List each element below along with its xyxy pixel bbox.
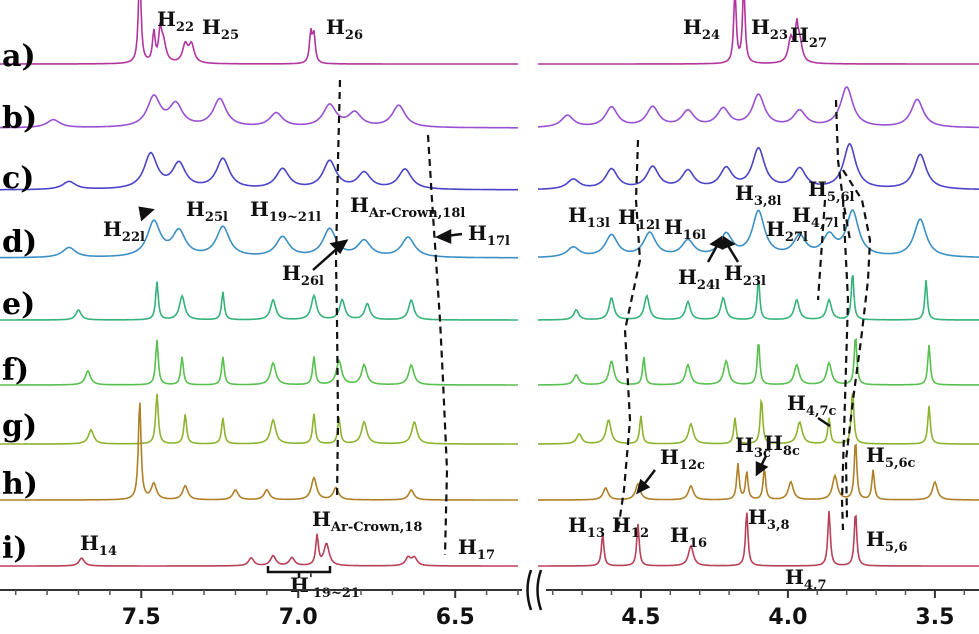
label-h12l: H12l: [618, 205, 660, 233]
spectrum-e-right: [538, 274, 979, 321]
x-axis: 7.5 7.0 6.5 4.5 4.0 3.5: [0, 569, 979, 630]
row-labels: a) b) c) d) e) f) g) h) i): [2, 39, 38, 566]
x-tick-label-left-0: 7.5: [122, 605, 161, 630]
axis-break-gap: [522, 584, 546, 598]
row-label-b: b): [2, 101, 37, 136]
label-h24l: H24l: [678, 265, 720, 293]
label-h23l: H23l: [724, 261, 766, 289]
label-har-crown-18: HAr-Crown,18: [312, 507, 422, 535]
row-label-f: f): [2, 353, 29, 388]
annotations-row-d: H22l H25l H19~21l HAr-Crown,18l H17l H26…: [103, 177, 855, 293]
axis-break-mark-right: [536, 569, 543, 611]
dashed-line-h26: [334, 79, 342, 501]
label-har-crown-18l: HAr-Crown,18l: [350, 193, 465, 221]
label-h47l: H4,7l: [792, 203, 839, 231]
label-h22: H22: [157, 7, 194, 35]
dashed-line-h56-b: [840, 199, 850, 531]
label-h14: H14: [80, 531, 117, 559]
spectrum-a-left: [0, 0, 518, 65]
label-h17l: H17l: [468, 221, 510, 249]
dashed-line-h17: [426, 134, 449, 556]
label-h23: H23: [751, 15, 788, 43]
arrow-h47c: [817, 416, 831, 428]
annotations-row-a: H22 H25 H26 H24 H23 H27: [157, 7, 827, 51]
label-h13l: H13l: [568, 203, 610, 231]
label-h26l: H26l: [282, 261, 324, 289]
arrow-head-h8c: [755, 461, 769, 477]
label-h12: H12: [612, 513, 649, 541]
label-h38: H3,8: [748, 505, 790, 533]
dashed-line-h56-a: [834, 99, 852, 241]
spectrum-e-left: [0, 281, 518, 321]
arrow-head-h17l: [434, 228, 452, 244]
spectrum-f-left: [0, 339, 518, 386]
row-label-i: i): [2, 531, 28, 566]
label-h16l: H16l: [664, 215, 706, 243]
row-label-d: d): [2, 225, 37, 260]
spectrum-d-right: [537, 209, 979, 258]
arrow-head-h12c: [636, 478, 651, 495]
spectrum-i-right: [538, 510, 979, 567]
label-h24: H24: [683, 15, 720, 43]
spectrum-f-right: [538, 338, 979, 386]
label-h12c: H12c: [660, 445, 705, 473]
arrow-head-h22l: [138, 206, 155, 222]
label-h27l: H27l: [766, 217, 808, 245]
spectrum-b-right: [537, 86, 979, 129]
x-tick-label-left-2: 6.5: [436, 605, 475, 630]
spectrum-d-left: [0, 219, 518, 259]
row-label-e: e): [2, 287, 35, 322]
label-h47c: H4,7c: [787, 391, 837, 419]
spectrum-c-right: [538, 143, 979, 190]
x-tick-label-right-2: 3.5: [915, 605, 954, 630]
label-h17: H17: [458, 535, 495, 563]
row-label-a: a): [2, 39, 36, 74]
spectra-layer: [0, 0, 979, 567]
spectrum-h-right: [538, 443, 979, 501]
label-h19-21l: H19~21l: [250, 197, 321, 225]
label-h25: H25: [202, 15, 239, 43]
dashed-line-h56-c: [816, 199, 827, 301]
annotations-row-i: H14 H'19~21 HAr-Crown,18 H17 H13 H12 H16…: [80, 505, 908, 601]
spectrum-g-right: [538, 392, 979, 445]
annotation-arrows: [138, 206, 831, 495]
label-h26: H26: [326, 15, 363, 43]
axis-break-mark-left: [526, 569, 533, 611]
row-label-g: g): [2, 409, 37, 444]
label-h56c: H5,6c: [866, 443, 916, 471]
annotations-row-h: H12c H3c H8c H4,7c H5,6c: [660, 391, 916, 473]
label-h56: H5,6: [866, 527, 908, 555]
x-tick-label-left-1: 7.0: [279, 605, 318, 630]
label-h13: H13: [568, 513, 605, 541]
dashed-line-h47: [842, 169, 872, 521]
label-h25l: H25l: [186, 197, 228, 225]
spectrum-b-left: [0, 94, 518, 129]
label-h16: H16: [670, 523, 707, 551]
label-h8c: H8c: [764, 431, 800, 459]
x-tick-label-right-0: 4.5: [621, 605, 660, 630]
label-h56l: H5,6l: [808, 177, 855, 205]
label-h27: H27: [790, 23, 827, 51]
panel-gap: [518, 0, 538, 590]
label-h22l: H22l: [103, 217, 145, 245]
dashed-line-h12: [616, 139, 642, 531]
arrow-head-h26l: [329, 239, 349, 255]
x-tick-label-right-1: 4.0: [768, 605, 807, 630]
label-h38l: H3,8l: [735, 181, 782, 209]
spectrum-i-left: [0, 533, 518, 567]
arrow-h26l: [312, 245, 341, 271]
arrow-head-h23l: [721, 235, 736, 250]
row-label-h: h): [2, 467, 38, 502]
peak-tracking-dashed-lines: [334, 79, 872, 556]
spectrum-a-right: [538, 0, 979, 65]
spectrum-h-left: [0, 402, 518, 501]
spectrum-g-left: [0, 393, 518, 445]
arrow-head-h24l: [709, 235, 724, 250]
row-label-c: c): [2, 161, 34, 196]
